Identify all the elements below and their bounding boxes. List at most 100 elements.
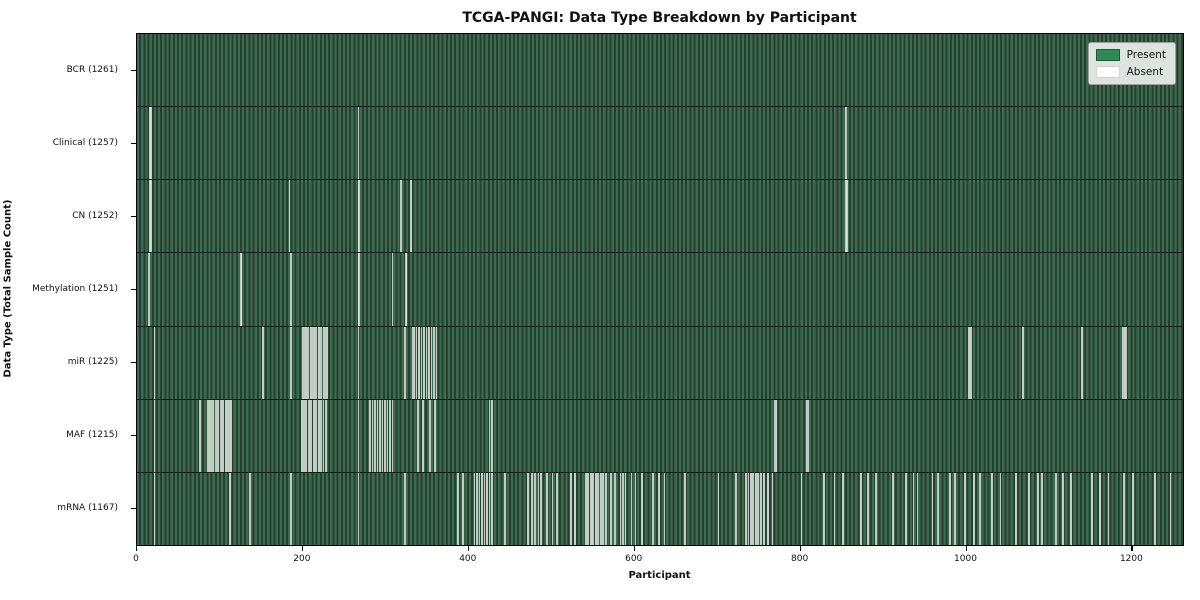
x-tick-mark [301, 545, 304, 551]
absent-stripe [569, 472, 572, 545]
absent-stripe [219, 399, 222, 472]
legend-entry-present: Present [1095, 49, 1166, 61]
absent-stripe [405, 253, 408, 326]
y-tick-label: miR (1225) [67, 356, 118, 367]
absent-stripe [307, 399, 310, 472]
absent-stripe [391, 253, 394, 326]
absent-stripe [409, 180, 412, 253]
absent-stripe [307, 326, 309, 399]
absent-stripe [303, 326, 306, 399]
absent-stripe [752, 472, 755, 545]
absent-stripe [425, 326, 428, 399]
absent-stripe [534, 472, 537, 545]
absent-stripe [1169, 472, 1172, 545]
absent-stripe [228, 399, 230, 472]
absent-stripe [1124, 326, 1126, 399]
absent-stripe [807, 399, 809, 472]
absent-stripe [504, 472, 507, 545]
absent-stripe [476, 472, 478, 545]
absent-stripe [597, 472, 600, 545]
absent-stripe [1022, 326, 1024, 399]
absent-stripe [357, 107, 360, 180]
absent-stripe [262, 326, 264, 399]
absent-stripe [634, 472, 637, 545]
absent-stripe [374, 399, 376, 472]
absent-stripe [312, 326, 315, 399]
absent-stripe [428, 399, 431, 472]
absent-stripe [747, 472, 750, 545]
y-tick-label: Methylation (1251) [32, 283, 118, 294]
absent-stripe [153, 399, 156, 472]
absent-stripe [488, 472, 491, 545]
legend-label: Present [1126, 49, 1166, 61]
absent-stripe [937, 472, 940, 545]
absent-stripe [371, 399, 374, 472]
absent-stripe [537, 472, 540, 545]
absent-stripe [302, 399, 305, 472]
absent-stripe [199, 399, 201, 472]
absent-stripe [309, 326, 312, 399]
absent-stripe [320, 399, 322, 472]
absent-stripe [1153, 472, 1156, 545]
absent-stripe [248, 472, 251, 545]
absent-stripe [833, 472, 836, 545]
absent-stripe [229, 472, 231, 545]
absent-stripe [317, 399, 320, 472]
absent-stripe [1123, 472, 1125, 545]
absent-stripe [551, 472, 554, 545]
absent-stripe [305, 399, 308, 472]
absent-stripe [613, 472, 616, 545]
absent-stripe [822, 472, 825, 545]
absent-stripe [422, 399, 425, 472]
heatmap-rows [137, 34, 1183, 545]
legend: Present Absent [1087, 42, 1176, 85]
chart-row-clinical [137, 106, 1183, 180]
absent-stripe [540, 472, 542, 545]
absent-stripe [763, 472, 765, 545]
absent-stripe [1027, 472, 1030, 545]
x-tick-label: 600 [625, 554, 643, 564]
y-tick-label: MAF (1215) [66, 429, 118, 440]
absent-stripe [1090, 472, 1093, 545]
y-tick-mark [131, 434, 136, 436]
absent-stripe [417, 399, 420, 472]
absent-stripe [526, 472, 529, 545]
absent-stripe [478, 472, 481, 545]
absent-stripe [1037, 472, 1039, 545]
x-tick-mark [633, 545, 635, 551]
absent-stripe [916, 472, 919, 545]
absent-stripe [775, 399, 778, 472]
absent-stripe [411, 326, 414, 399]
y-tick-mark [131, 142, 136, 144]
absent-stripe [379, 399, 381, 472]
absent-stripe [423, 326, 425, 399]
absent-stripe [435, 326, 438, 399]
absent-stripe [912, 472, 915, 545]
absent-stripe [311, 326, 313, 399]
absent-stripe [1107, 472, 1110, 545]
absent-stripe [462, 472, 464, 545]
y-tick-mark [131, 215, 136, 217]
absent-stripe [999, 472, 1002, 545]
absent-stripe [1122, 326, 1125, 399]
absent-stripe [433, 326, 435, 399]
absent-stripe [1055, 472, 1057, 545]
absent-stripe [322, 399, 325, 472]
absent-stripe [290, 472, 293, 545]
absent-stripe [420, 326, 423, 399]
absent-stripe [305, 326, 308, 399]
absent-stripe [845, 107, 848, 180]
absent-swatch-icon [1095, 66, 1120, 78]
absent-stripe [1125, 326, 1128, 399]
absent-stripe [376, 399, 379, 472]
absent-stripe [1041, 472, 1043, 545]
x-tick-label: 1000 [954, 554, 977, 564]
y-tick-label: mRNA (1167) [57, 502, 118, 513]
absent-stripe [1061, 472, 1064, 545]
x-tick-mark [799, 545, 801, 551]
y-tick-mark [131, 361, 136, 363]
absent-stripe [322, 326, 325, 399]
absent-stripe [735, 472, 737, 545]
legend-label: Absent [1126, 66, 1164, 78]
absent-stripe [369, 399, 371, 472]
